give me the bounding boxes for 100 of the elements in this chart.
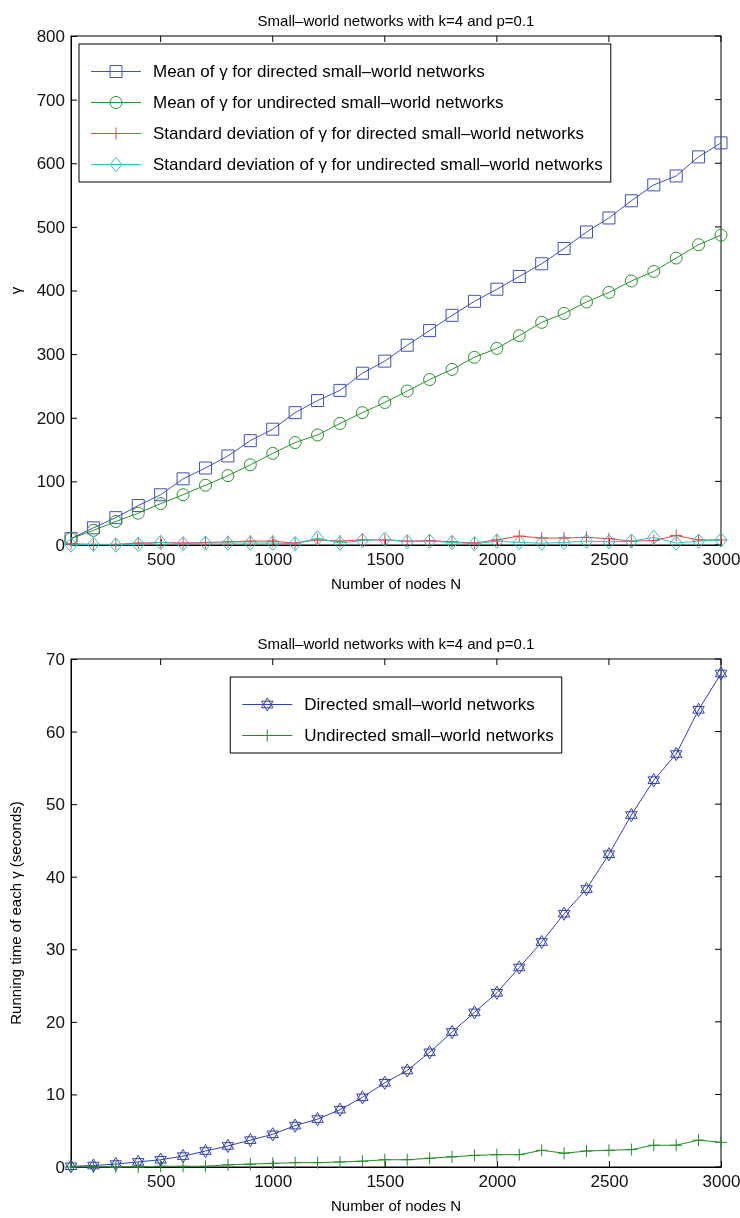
point <box>198 1159 212 1173</box>
legend-label: Directed small‒world networks <box>304 695 535 715</box>
point <box>602 1143 616 1157</box>
point <box>580 881 593 897</box>
point <box>512 270 526 283</box>
point <box>266 1156 280 1170</box>
point <box>714 1135 728 1149</box>
point <box>198 461 212 475</box>
x-tick-label: 500 <box>146 1172 176 1192</box>
point <box>333 1102 347 1117</box>
point <box>714 136 728 150</box>
x-tick-label: 1500 <box>366 1172 405 1192</box>
legend-label: Undirected small‒world networks <box>304 726 554 746</box>
point <box>131 499 145 513</box>
point <box>378 1153 392 1167</box>
chart-title: Small‒world networks with k=4 and p=0.1 <box>257 12 535 29</box>
point <box>378 1075 392 1090</box>
point <box>311 1156 325 1170</box>
point <box>669 169 683 183</box>
point <box>490 985 504 1000</box>
y-tick-label: 50 <box>46 795 65 815</box>
y-tick-label: 800 <box>36 26 65 46</box>
point <box>176 488 190 502</box>
x-tick-label: 2500 <box>590 1172 629 1192</box>
point <box>624 274 638 288</box>
y-tick-label: 500 <box>36 217 65 237</box>
x-tick-label: 2500 <box>590 550 629 570</box>
point <box>669 746 683 762</box>
point <box>423 1151 437 1165</box>
point <box>243 434 257 448</box>
point <box>154 1159 168 1173</box>
y-tick-label: 600 <box>36 154 65 174</box>
point <box>692 702 705 717</box>
x-tick-label: 1000 <box>254 550 293 570</box>
point <box>490 341 504 355</box>
point <box>602 285 616 299</box>
point <box>400 384 414 398</box>
point <box>535 934 548 950</box>
point <box>333 383 347 397</box>
point <box>669 528 683 542</box>
point <box>288 1156 302 1170</box>
point <box>131 506 145 520</box>
point <box>467 1148 481 1162</box>
point <box>692 150 706 164</box>
legend-label: Standard deviation of γ for undirected small‒world networks <box>153 155 603 175</box>
point <box>647 773 660 788</box>
y-tick-label: 10 <box>46 1085 65 1105</box>
point <box>243 1157 257 1171</box>
y-axis-title: Running time of each γ (seconds) <box>7 801 24 1025</box>
y-tick-label: 200 <box>36 408 65 428</box>
point <box>266 446 280 460</box>
point <box>355 406 369 420</box>
point <box>692 1133 706 1147</box>
point <box>244 1133 257 1148</box>
x-tick-label: 1500 <box>366 550 405 570</box>
y-axis-title: γ <box>7 286 24 295</box>
y-tick-label: 400 <box>36 281 65 301</box>
point <box>154 1152 167 1167</box>
point <box>176 1159 190 1173</box>
point <box>669 251 683 265</box>
point <box>647 264 661 278</box>
point <box>355 1154 369 1168</box>
x-tick-label: 500 <box>146 550 176 570</box>
point <box>132 1154 145 1170</box>
point <box>176 472 190 486</box>
point <box>333 416 347 430</box>
point <box>580 225 594 239</box>
legend-label: Mean of γ for undirected small‒world networks <box>153 93 504 113</box>
point <box>221 469 235 483</box>
y-tick-label: 40 <box>46 867 65 887</box>
point <box>311 1112 324 1127</box>
point <box>512 329 526 343</box>
point <box>154 488 168 502</box>
x-axis-title: Number of nodes N <box>330 1197 462 1214</box>
point <box>512 534 526 551</box>
point <box>423 1045 436 1060</box>
x-tick-label: 3000 <box>702 550 740 570</box>
point <box>490 1148 504 1162</box>
y-tick-label: 70 <box>46 649 65 669</box>
x-tick-label: 2000 <box>478 1172 517 1192</box>
legend-label: Standard deviation of γ for directed small‒world networks <box>153 124 584 144</box>
legend-label: Mean of γ for directed small‒world networks <box>153 62 485 82</box>
point <box>468 1005 481 1020</box>
point <box>400 338 414 352</box>
point <box>154 497 168 511</box>
point <box>535 1143 549 1157</box>
point <box>467 294 481 308</box>
x-axis-title: Number of nodes N <box>330 575 462 592</box>
point <box>311 394 325 408</box>
point <box>266 1127 279 1142</box>
point <box>647 1138 661 1152</box>
point <box>131 1160 145 1174</box>
y-tick-label: 60 <box>46 722 65 742</box>
point <box>445 1024 459 1040</box>
point <box>400 1063 414 1078</box>
point <box>557 531 571 545</box>
x-tick-label: 2000 <box>478 550 517 570</box>
point <box>378 354 392 368</box>
point <box>221 1138 235 1154</box>
point <box>602 534 616 550</box>
